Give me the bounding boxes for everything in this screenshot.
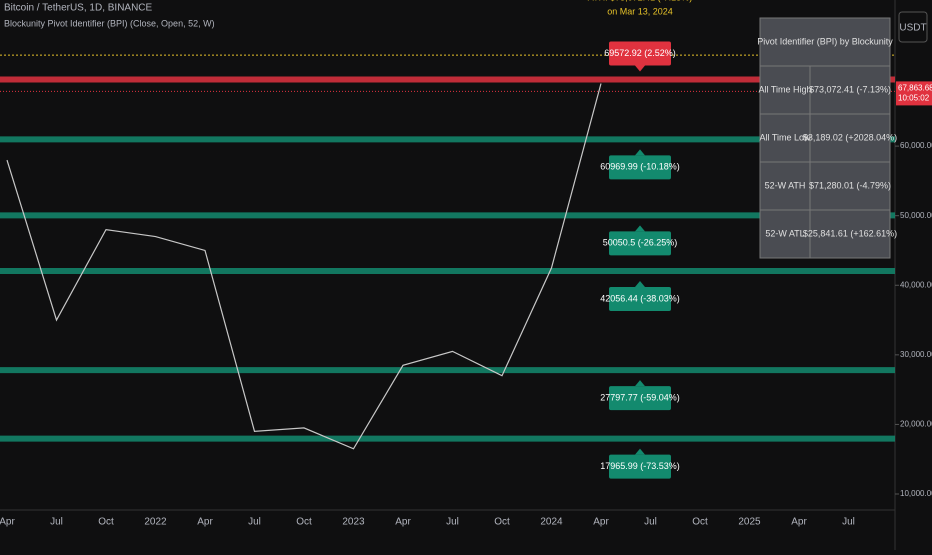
ath-annotation: ATH: $73,072.41 (-7.13%) [588, 0, 692, 2]
table-cell [809, 209, 891, 259]
last-price-box [896, 81, 932, 106]
x-tick-label: Jul [842, 517, 855, 528]
indicator-title: Blockunity Pivot Identifier (BPI) (Close… [4, 18, 215, 28]
table-cell [809, 161, 891, 211]
x-tick-label: 2023 [342, 517, 365, 528]
y-tick-label: 40,000.00 [900, 280, 932, 289]
x-tick-label: 2024 [540, 517, 563, 528]
table-header-cell [759, 17, 891, 67]
x-tick-label: Apr [593, 517, 609, 528]
currency-box[interactable] [898, 11, 928, 43]
price-line [6, 83, 602, 450]
level-label-box [609, 155, 671, 180]
last-price-timer: 10:05:02 [898, 94, 930, 103]
level-label-pointer [635, 448, 645, 455]
table-row-label: 52-W ATH [765, 180, 806, 190]
x-tick-label: Jul [50, 517, 63, 528]
level-label-pointer [635, 225, 645, 232]
x-tick-label: 2025 [738, 517, 761, 528]
x-tick-label: Jul [644, 517, 657, 528]
table-row-label: All Time Low [759, 132, 811, 142]
y-tick-label: 50,000.00 [900, 211, 932, 220]
level-label-pointer [635, 380, 645, 387]
chart-title: Bitcoin / TetherUS, 1D, BINANCE [4, 3, 153, 14]
level-label-pointer [635, 65, 645, 72]
y-tick-label: 20,000.00 [900, 420, 932, 429]
level-label: 50050.5 (-26.25%) [603, 238, 678, 248]
currency[interactable]: USDT [899, 23, 926, 34]
ath-annotation: on Mar 13, 2024 [607, 6, 673, 16]
level-label-pointer [635, 149, 645, 156]
y-tick-label: 10,000.00 [900, 489, 932, 498]
level-label: 17965.99 (-73.53%) [600, 461, 680, 471]
table-cell [809, 113, 891, 163]
level-label-pointer [635, 280, 645, 287]
level-label: 27797.77 (-59.04%) [600, 393, 680, 403]
table-cell [759, 65, 811, 115]
level-label-box [609, 41, 671, 66]
table-row-value: $3,189.02 (+2028.04%) [803, 132, 897, 142]
table-title: Pivot Identifier (BPI) by Blockunity [757, 36, 893, 46]
level-label: 42056.44 (-38.03%) [600, 293, 680, 303]
table-cell [809, 65, 891, 115]
last-price: 67,863.68 [898, 84, 932, 93]
x-tick-label: Apr [791, 517, 807, 528]
x-tick-label: Apr [0, 517, 15, 528]
x-tick-label: Jul [446, 517, 459, 528]
level-label-box [609, 454, 671, 479]
x-tick-label: Apr [395, 517, 411, 528]
table-row-value: $71,280.01 (-4.79%) [809, 180, 891, 190]
table-cell [759, 113, 811, 163]
x-tick-label: Oct [494, 517, 510, 528]
table-row-value: $25,841.61 (+162.61%) [803, 228, 897, 238]
y-tick-label: 60,000.00 [900, 141, 932, 150]
x-tick-label: Oct [296, 517, 312, 528]
level-label: 69572.92 (2.52%) [604, 48, 676, 58]
x-tick-label: Jul [248, 517, 261, 528]
level-label: 60969.99 (-10.18%) [600, 162, 680, 172]
x-tick-label: Oct [98, 517, 114, 528]
x-tick-label: Apr [197, 517, 213, 528]
level-label-box [609, 231, 671, 256]
table-row-value: $73,072.41 (-7.13%) [809, 84, 891, 94]
level-label-box [609, 286, 671, 311]
x-tick-label: 2022 [144, 517, 167, 528]
y-tick-label: 30,000.00 [900, 350, 932, 359]
x-tick-label: Oct [692, 517, 708, 528]
table-row-label: All Time High [758, 84, 811, 94]
table-row-label: 52-W ATL [765, 228, 804, 238]
level-label-box [609, 386, 671, 411]
table-cell [759, 209, 811, 259]
